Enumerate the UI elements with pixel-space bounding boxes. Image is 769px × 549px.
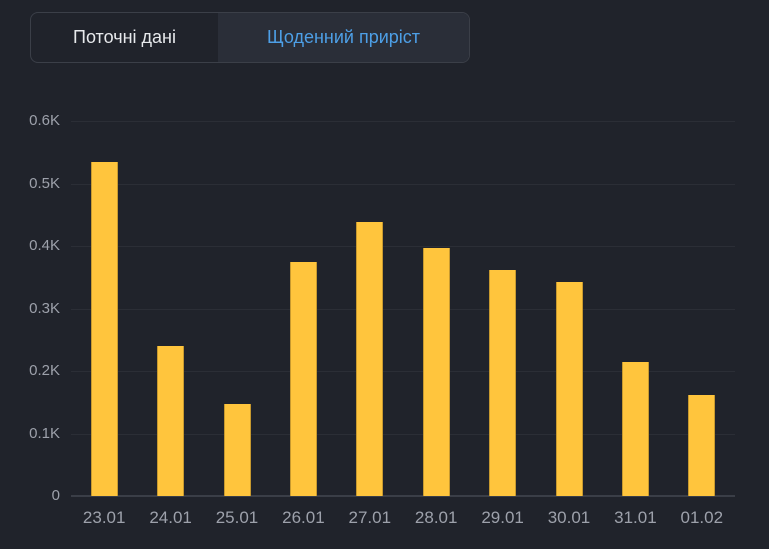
x-axis-label: 29.01 [481, 508, 524, 527]
x-axis-label: 24.01 [149, 508, 192, 527]
gridline [71, 121, 735, 122]
y-axis-label: 0 [51, 487, 60, 504]
y-axis-label: 0.5K [29, 174, 60, 192]
x-axis-label: 31.01 [614, 508, 657, 527]
bar-28.01[interactable] [422, 248, 450, 496]
bar-24.01[interactable] [157, 346, 185, 496]
bar-29.01[interactable] [489, 270, 517, 496]
bar-25.01[interactable] [223, 404, 251, 496]
y-axis-label: 0.6K [29, 112, 60, 129]
bar-30.01[interactable] [555, 282, 583, 496]
x-axis-label: 27.01 [348, 508, 392, 527]
y-axis-label: 0.1K [29, 424, 60, 442]
gridline [71, 183, 735, 185]
bar-27.01[interactable] [356, 222, 384, 496]
tab-current-data-label: Поточні дані [73, 27, 176, 47]
x-axis-label: 25.01 [215, 508, 259, 527]
bar-01.02[interactable] [688, 395, 716, 496]
y-axis-label: 0.4K [29, 237, 60, 254]
gridline [71, 371, 735, 372]
tab-daily-increase-label: Щоденний приріст [266, 27, 421, 47]
tab-daily-increase[interactable]: Щоденний приріст [218, 13, 469, 62]
x-axis-line [71, 495, 735, 497]
bar-26.01[interactable] [289, 262, 317, 496]
gridline [71, 433, 735, 435]
x-axis-label: 30.01 [547, 508, 591, 527]
x-axis-label: 23.01 [82, 508, 126, 527]
y-axis-label: 0.2K [29, 362, 60, 379]
tab-current-data[interactable]: Поточні дані [31, 13, 218, 62]
tab-switcher: Поточні дані Щоденний приріст [30, 12, 470, 63]
bar-23.01[interactable] [90, 162, 118, 496]
bar-31.01[interactable] [621, 362, 649, 496]
x-axis-label: 26.01 [282, 508, 325, 527]
x-axis-label: 28.01 [414, 508, 458, 527]
gridline [71, 308, 735, 310]
y-axis-label: 0.3K [29, 299, 60, 317]
gridline [71, 246, 735, 247]
x-axis-label: 01.02 [680, 508, 724, 527]
